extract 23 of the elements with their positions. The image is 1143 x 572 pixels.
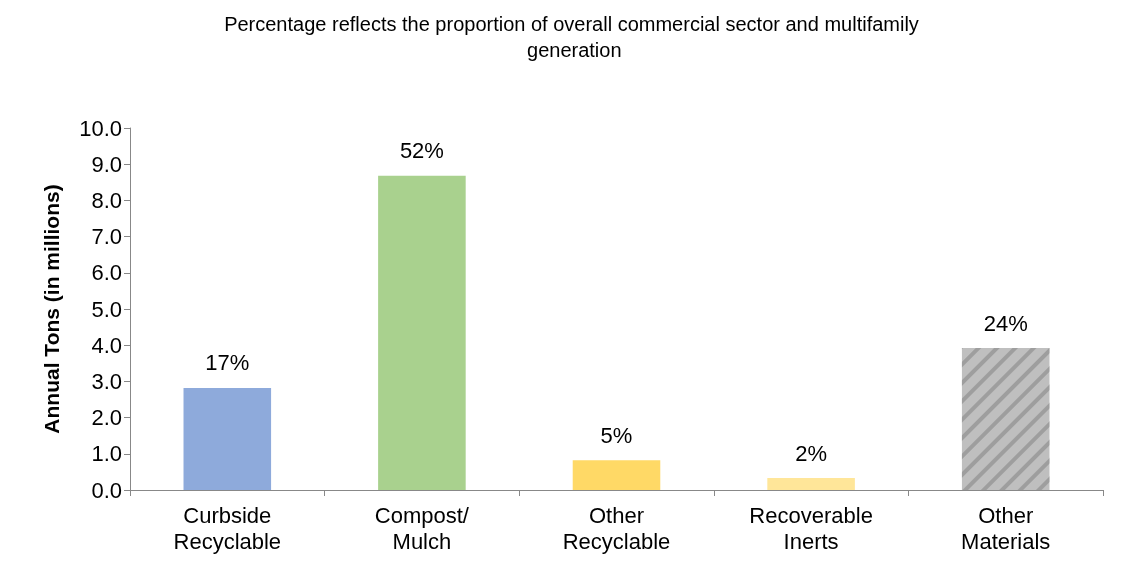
x-tick-label: Curbside Recyclable bbox=[173, 502, 282, 554]
y-tick-label: 4.0 bbox=[91, 332, 122, 358]
annotation: 2% bbox=[795, 440, 827, 466]
x-tick-label: Other Materials bbox=[961, 502, 1051, 554]
y-tick-label: 2.0 bbox=[91, 405, 122, 431]
annotation: 52% bbox=[399, 138, 444, 164]
y-tick-label: 1.0 bbox=[91, 441, 122, 467]
x-tick-label: Recoverable Inerts bbox=[749, 502, 873, 554]
y-tick-label: 6.0 bbox=[91, 260, 122, 286]
chart-title: Percentage reflects the proportion of overall commercial sector and multifamily generation bbox=[224, 13, 919, 61]
y-tick-label: 9.0 bbox=[91, 151, 122, 177]
x-tick-label: Compost/ Mulch bbox=[374, 502, 470, 554]
y-tick-label: 5.0 bbox=[91, 296, 122, 322]
y-tick-label: 7.0 bbox=[91, 224, 122, 250]
annotation: 17% bbox=[205, 350, 250, 376]
annotation: 24% bbox=[983, 310, 1028, 336]
y-tick-label: 3.0 bbox=[91, 368, 122, 394]
y-tick-label: 8.0 bbox=[91, 187, 122, 213]
x-tick-label: Other Recyclable bbox=[562, 502, 671, 554]
y-axis-title: Annual Tons (in millions) bbox=[40, 184, 63, 434]
y-tick-label: 0.0 bbox=[91, 477, 122, 503]
y-tick-label: 10.0 bbox=[79, 115, 122, 141]
annotation: 5% bbox=[600, 422, 633, 448]
